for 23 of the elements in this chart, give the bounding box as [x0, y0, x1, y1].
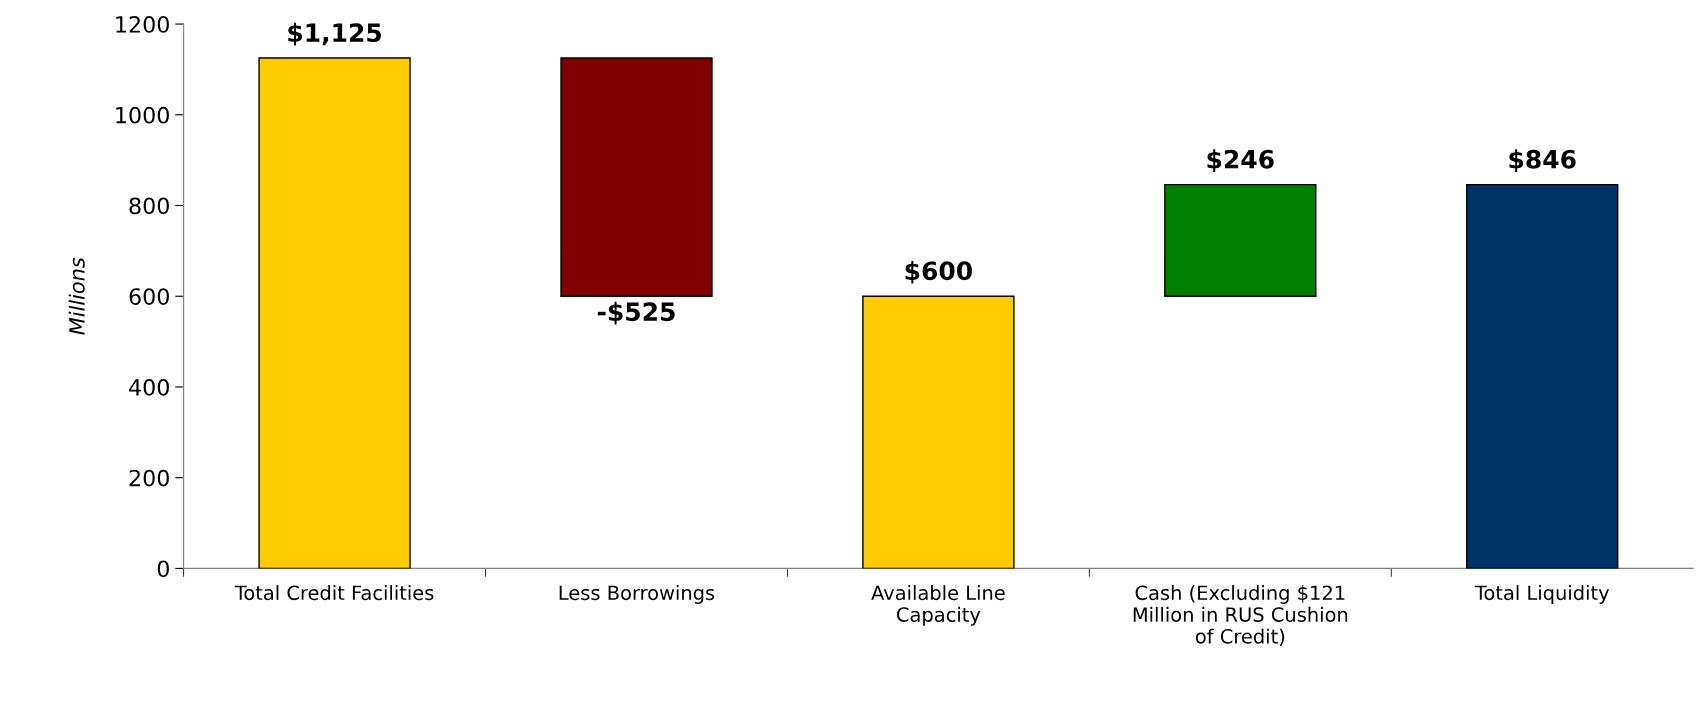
- y-tick-label: 1200: [116, 15, 169, 33]
- bar: [862, 295, 1015, 569]
- x-tick-label: Available Line Capacity: [871, 585, 1005, 626]
- data-label: $600: [905, 260, 972, 284]
- bar: [258, 57, 411, 569]
- y-tick-label: 800: [129, 197, 169, 215]
- y-tick-label: 200: [129, 469, 169, 487]
- y-tick-label: 0: [157, 560, 169, 578]
- x-tick-label: Total Liquidity: [1474, 585, 1610, 604]
- data-label: $246: [1207, 149, 1274, 172]
- bar: [1466, 183, 1619, 569]
- data-label: $1,125: [288, 22, 382, 46]
- y-tick-label: 400: [129, 378, 169, 396]
- x-tick-label: Total Credit Facilities: [234, 585, 434, 601]
- x-tick-label: Less Borrowings: [559, 585, 715, 604]
- data-label: $846: [1509, 149, 1576, 172]
- y-axis-title: Millions: [68, 257, 85, 335]
- y-tick-label: 1000: [116, 106, 169, 124]
- y-tick-label: 600: [129, 288, 169, 305]
- data-label: -$525: [597, 301, 675, 325]
- x-tick-label: Cash (Excluding $121 Million in RUS Cushion of Credit): [1133, 585, 1348, 646]
- bar: [1164, 183, 1317, 297]
- bar: [560, 57, 713, 297]
